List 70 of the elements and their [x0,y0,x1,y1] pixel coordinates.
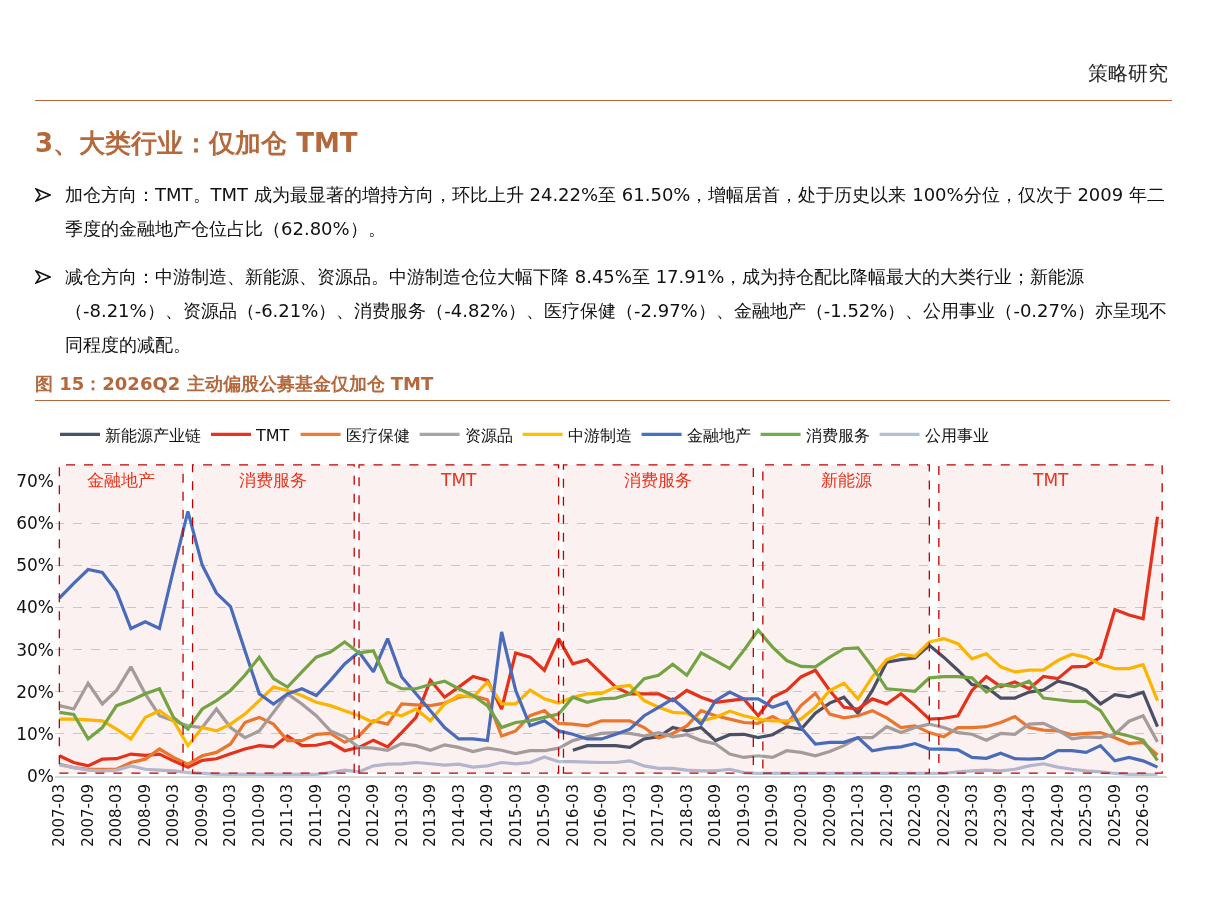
y-tick-label: 40% [16,597,54,618]
text: 减仓方向：中游制造、新能源、资源品。中游制造仓位大幅下降 8.45%至 17.91%，成为持仓配比降幅最大的大类行业；新能源（-8.21%）、资源品（-6.21%）、消费服务（-4.82%）、医疗保健（-2.97%）、金融地产（-1.52%）、公用事业（-0.27%）亦呈现不同程度的减配。 [64,265,1169,357]
x-tick-label: 2008-03 [107,784,126,847]
x-tick-label: 2015-09 [535,784,554,847]
line-series [57,637,1160,748]
x-tick-label: 2008-09 [136,784,155,847]
x-tick-label: 2011-09 [307,784,326,847]
legend-label: TMT [255,425,290,445]
x-tick-label: 2019-03 [734,784,753,847]
x-tick-label: 2007-03 [50,784,69,847]
band-label: 消费服务 [624,470,692,490]
text: 加仓方向：TMT。TMT 成为最显著的增持方向，环比上升 24.22%至 61.50%，增幅居首，处于历史以来 100%分位，仅次于 2009 年二季度的金融地产仓位占比（62.80%）。 [64,183,1166,241]
x-tick-label: 2025-09 [1105,784,1124,847]
x-tick-label: 2020-03 [791,784,810,847]
legend-label: 公用事业 [924,425,989,445]
x-tick-label: 2016-09 [592,784,611,847]
y-tick-label: 30% [16,639,54,660]
band-label: 金融地产 [87,470,155,490]
legend-label: 资源品 [464,425,513,445]
x-tick-label: 2020-09 [820,784,839,847]
chart-title: 3、大类行业：仅加仓 TMT [35,127,358,160]
x-tick-label: 2013-03 [392,784,411,847]
x-tick-label: 2012-09 [364,784,383,847]
x-tick-label: 2014-09 [478,784,497,847]
x-tick-label: 2013-09 [421,784,440,847]
x-tick-label: 2019-09 [763,784,782,847]
x-tick-label: 2012-03 [335,784,354,847]
y-tick-label: 0% [27,765,54,786]
band-label: TMT [440,470,478,490]
line-series [571,643,1160,752]
y-tick-label: 70% [16,470,54,491]
x-tick-label: 2024-03 [1019,784,1038,847]
y-tick-label: 50% [16,555,54,576]
x-tick-label: 2009-09 [193,784,212,847]
x-tick-label: 2016-03 [563,784,582,847]
x-tick-label: 2023-09 [991,784,1010,847]
x-tick-label: 2017-09 [649,784,668,847]
chart-subtitle: 图 15：2026Q2 主动偏股公募基金仅加仓 TMT [35,372,1170,401]
y-tick-label: 20% [16,681,54,702]
x-tick-label: 2007-09 [78,784,97,847]
legend-label: 消费服务 [805,425,870,445]
x-tick-label: 2010-03 [221,784,240,847]
x-tick-label: 2023-03 [962,784,981,847]
band-label: 消费服务 [239,470,307,490]
line-series [57,628,1160,763]
legend-label: 中游制造 [567,425,632,445]
y-tick-label: 10% [16,723,54,744]
line-series [57,665,1160,760]
x-tick-label: 2015-03 [506,784,525,847]
x-tick-label: 2025-03 [1076,784,1095,847]
x-tick-label: 2022-03 [905,784,924,847]
x-tick-label: 2018-03 [677,784,696,847]
text: 策略研究 [1088,60,1168,87]
legend-label: 医疗保健 [345,425,410,445]
x-tick-label: 2017-03 [620,784,639,847]
band-label: 新能源 [821,470,872,490]
x-tick-label: 2018-09 [706,784,725,847]
legend-label: 新能源产业链 [105,425,201,445]
y-tick-label: 60% [16,513,54,534]
band-label: TMT [1032,470,1070,490]
x-tick-label: 2010-09 [250,784,269,847]
x-tick-label: 2022-09 [934,784,953,847]
x-tick-label: 2011-03 [278,784,297,847]
legend-label: 金融地产 [686,425,751,445]
x-tick-label: 2014-03 [449,784,468,847]
x-tick-label: 2021-03 [848,784,867,847]
x-tick-label: 2024-09 [1048,784,1067,847]
x-tick-label: 2009-03 [164,784,183,847]
x-tick-label: 2021-09 [877,784,896,847]
x-tick-label: 2026-03 [1133,784,1152,847]
